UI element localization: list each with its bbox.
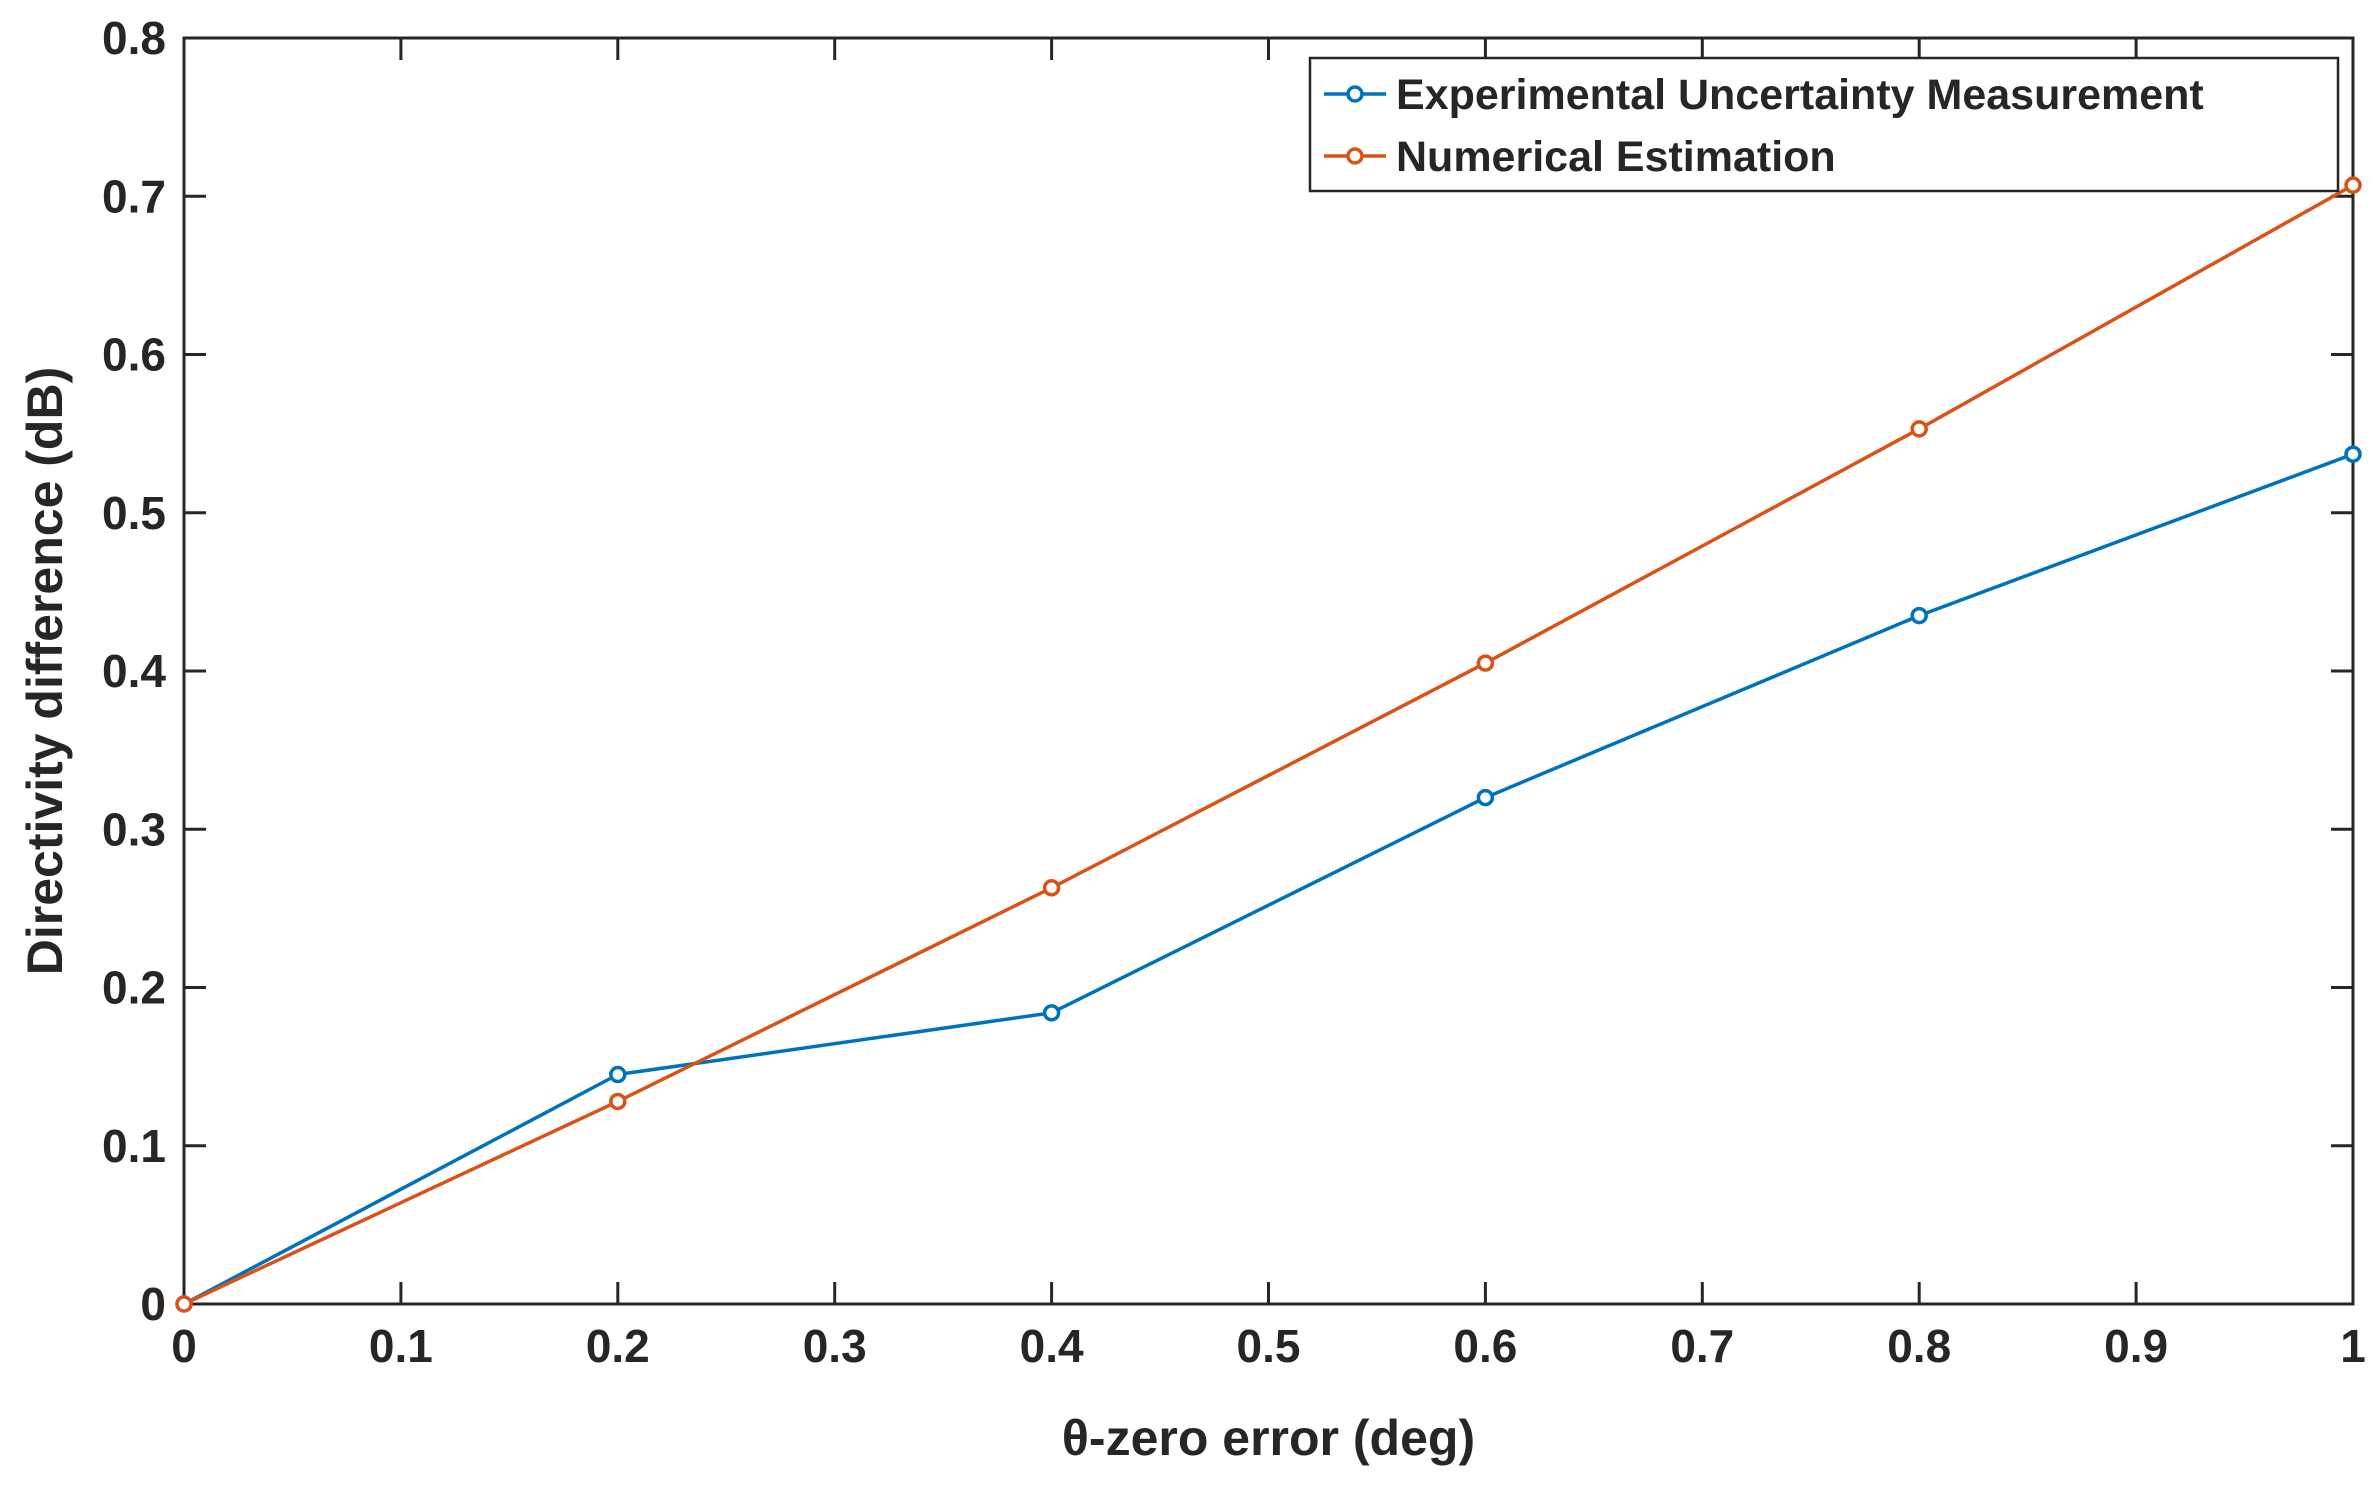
x-tick-label: 0.2 [586, 1320, 650, 1372]
x-tick-label: 0.3 [803, 1320, 867, 1372]
y-tick-label: 0.6 [102, 329, 166, 381]
series-2 [175, 176, 2362, 1313]
legend-label: Experimental Uncertainty Measurement [1396, 71, 2204, 119]
y-tick-label: 0.8 [102, 12, 166, 64]
series-line [183, 183, 2354, 1306]
x-tick-label: 0.6 [1453, 1320, 1517, 1372]
y-axis: 0 0.1 0.2 0.3 0.4 0.5 0.6 0.7 0.8 [102, 12, 2353, 1330]
data-point [1910, 420, 1928, 438]
data-point [2344, 445, 2362, 463]
y-tick-label: 0.4 [102, 645, 166, 697]
data-point [175, 1295, 193, 1313]
x-tick-label: 1 [2340, 1320, 2366, 1372]
plot-area [182, 36, 2355, 1306]
y-tick-label: 0.3 [102, 803, 166, 855]
legend: Experimental Uncertainty Measurement Nume… [1308, 56, 2340, 193]
y-tick-label: 0.5 [102, 487, 166, 539]
data-point [609, 1065, 627, 1084]
x-tick-label: 0.7 [1670, 1320, 1734, 1372]
legend-box [1308, 56, 2340, 193]
data-point [1042, 1004, 1061, 1022]
x-tick-label: 0.1 [369, 1320, 433, 1372]
series-line [183, 452, 2354, 1306]
x-axis: 0 0.1 0.2 0.3 0.4 0.5 0.6 0.7 0.8 0.9 1 [171, 38, 2366, 1372]
legend-marker [1346, 147, 1364, 165]
x-tick-label: 0.4 [1020, 1320, 1084, 1372]
x-tick-label: 0 [171, 1320, 197, 1372]
x-tick-label: 0.9 [2104, 1320, 2168, 1372]
x-tick-label: 0.5 [1237, 1320, 1301, 1372]
legend-item-2: Numerical Estimation [1324, 133, 1836, 181]
y-tick-label: 0.7 [102, 170, 166, 222]
y-tick-label: 0.2 [102, 962, 166, 1014]
x-axis-label: θ-zero error (deg) [1062, 1410, 1475, 1466]
legend-label: Numerical Estimation [1396, 133, 1836, 181]
y-tick-label: 0 [140, 1278, 166, 1330]
legend-item-1: Experimental Uncertainty Measurement [1324, 71, 2204, 119]
x-tick-label: 0.8 [1887, 1320, 1951, 1372]
data-point [1910, 606, 1928, 625]
y-axis-label: Directivity difference (dB) [17, 367, 73, 975]
legend-marker [1346, 85, 1364, 103]
data-point [609, 1092, 627, 1111]
data-point [2344, 176, 2362, 194]
series-layer [175, 176, 2362, 1313]
data-point [1476, 788, 1495, 807]
y-tick-label: 0.1 [102, 1120, 166, 1172]
data-point [1042, 879, 1061, 897]
data-point [1476, 654, 1495, 672]
